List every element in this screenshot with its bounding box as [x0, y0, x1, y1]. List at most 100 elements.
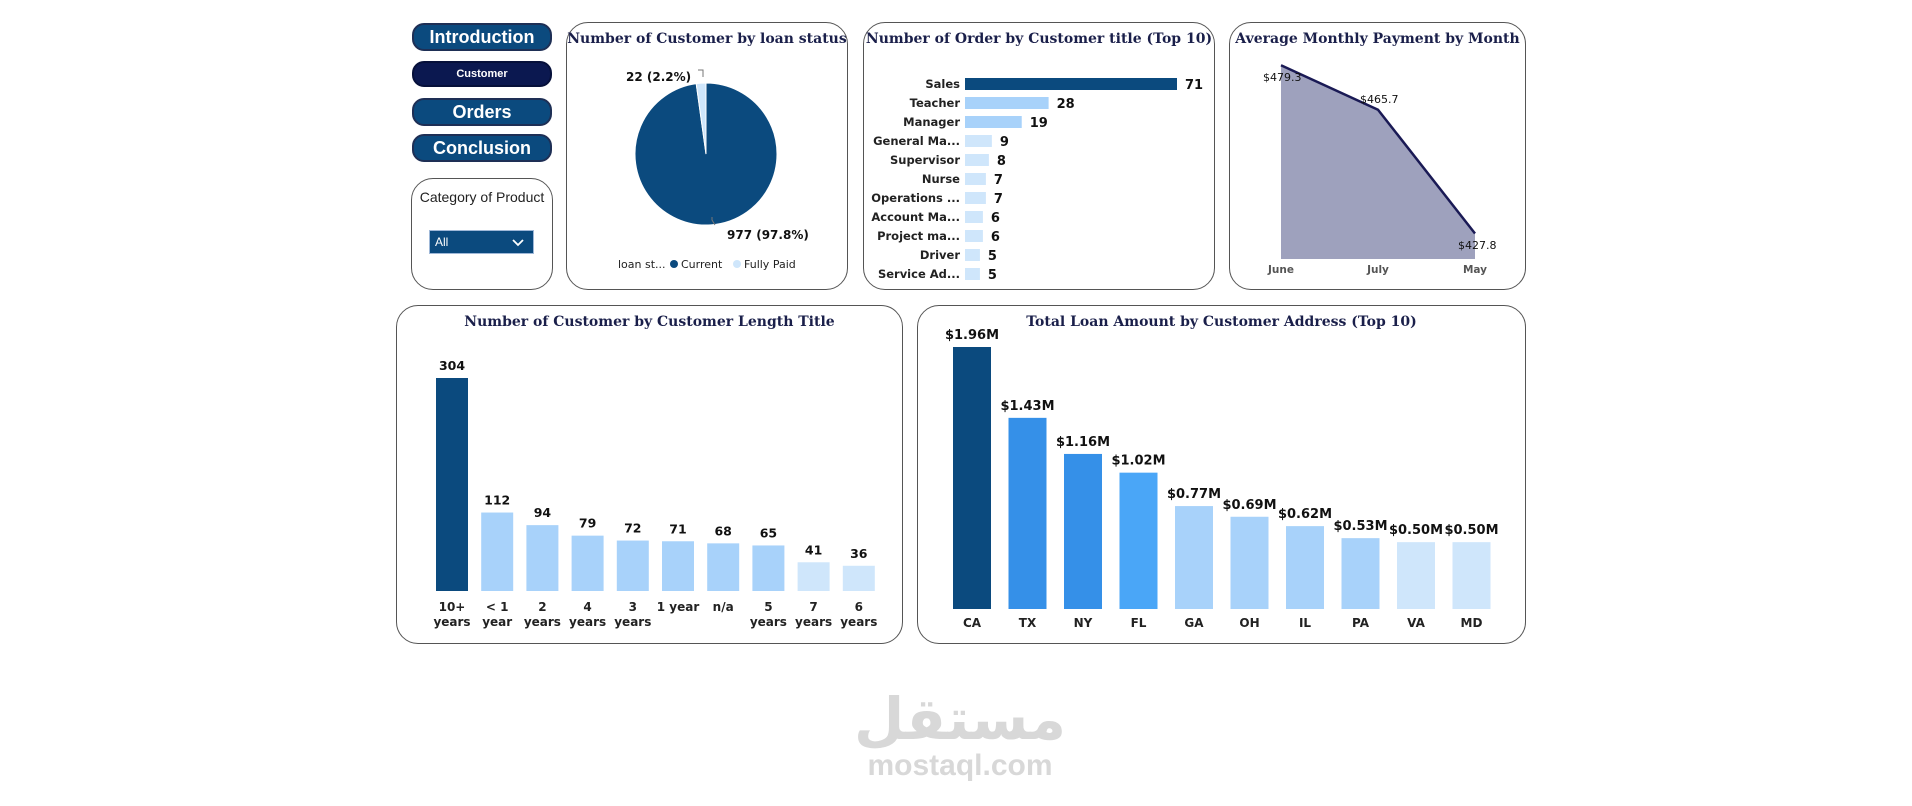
- customer-button[interactable]: Customer: [412, 61, 552, 87]
- length-x-tick-label: years: [795, 615, 832, 629]
- hbar-bar: [965, 116, 1022, 128]
- hbar-category-label: Project ma...: [877, 229, 960, 243]
- pie-legend-fully-paid: Fully Paid: [744, 258, 796, 271]
- length-bar: [526, 525, 559, 591]
- length-value-label: 68: [714, 523, 731, 538]
- hbar-bar: [965, 192, 986, 204]
- length-bar: [662, 541, 694, 591]
- loan-value-label: $1.96M: [945, 328, 999, 343]
- hbar-bar: [965, 154, 989, 166]
- hbar-value-label: 9: [1000, 135, 1009, 150]
- loan-x-tick-label: CA: [963, 616, 982, 630]
- area-value-label: $479.3: [1263, 71, 1302, 84]
- length-x-tick-label: < 1: [486, 600, 509, 614]
- loan-bar: [1175, 506, 1213, 609]
- area-value-label: $427.8: [1458, 239, 1497, 252]
- hbar-category-label: Nurse: [922, 172, 960, 186]
- length-x-tick-label: 6: [855, 600, 863, 614]
- length-bar: [842, 565, 875, 591]
- length-title-panel: Number of Customer by Customer Length Ti…: [396, 305, 903, 644]
- hbar-category-label: Sales: [925, 77, 960, 91]
- length-x-tick-label: 1 year: [657, 600, 700, 614]
- loan-bar: [1341, 538, 1380, 609]
- loan-value-label: $1.02M: [1111, 454, 1165, 469]
- legend-current-icon: [670, 260, 678, 268]
- length-bar: [481, 512, 514, 591]
- introduction-button[interactable]: Introduction: [412, 23, 552, 51]
- loan-amount-bar-chart: $1.96M CA $1.43M TX $1.16M NY $1.02M FL $0.77M GA…: [945, 328, 1499, 630]
- length-value-label: 36: [850, 546, 868, 561]
- customer-title-chart-title: Number of Order by Customer title (Top 1…: [865, 31, 1213, 47]
- length-x-tick-label: years: [524, 615, 561, 629]
- hbar-value-label: 6: [991, 211, 1000, 226]
- length-x-tick-label: years: [840, 615, 877, 629]
- loan-amount-title: Total Loan Amount by Customer Address (T…: [1026, 314, 1417, 330]
- pie-slice-fully-paid: [695, 82, 707, 155]
- category-selected-value: All: [435, 235, 449, 249]
- hbar-value-label: 19: [1030, 116, 1048, 131]
- chevron-down-icon: [512, 239, 524, 247]
- hbar-value-label: 6: [991, 230, 1000, 245]
- hbar-value-label: 7: [994, 192, 1003, 207]
- hbar-category-label: Driver: [920, 248, 960, 262]
- hbar-value-label: 71: [1185, 78, 1203, 93]
- watermark-logo: مستقل: [853, 687, 1067, 752]
- pie-label-fully-paid: 22 (2.2%): [626, 70, 691, 84]
- category-dropdown[interactable]: All: [429, 230, 534, 254]
- area-x-tick-label: May: [1463, 264, 1487, 276]
- loan-bar: [1064, 453, 1102, 609]
- customer-title-panel: Number of Order by Customer title (Top 1…: [863, 22, 1215, 290]
- hbar-bar: [965, 173, 986, 185]
- loan-status-panel: Number of Customer by loan status 977 (9…: [566, 22, 848, 290]
- pie-legend-title: loan st...: [618, 258, 666, 271]
- hbar-bar: [965, 249, 980, 261]
- loan-value-label: $0.69M: [1222, 498, 1276, 513]
- hbar-category-label: Service Ad...: [878, 267, 960, 281]
- conclusion-button[interactable]: Conclusion: [412, 134, 552, 162]
- area-value-label: $465.7: [1360, 93, 1399, 106]
- slicer-title: Category of Product: [419, 189, 545, 205]
- hbar-bar: [965, 211, 983, 223]
- loan-x-tick-label: PA: [1352, 616, 1370, 630]
- length-title-chart-title: Number of Customer by Customer Length Ti…: [464, 314, 835, 330]
- length-x-tick-label: 4: [583, 600, 591, 614]
- loan-x-tick-label: MD: [1461, 616, 1483, 630]
- hbar-bar: [965, 78, 1177, 90]
- hbar-category-label: General Ma...: [873, 134, 960, 148]
- loan-x-tick-label: OH: [1239, 616, 1259, 630]
- length-bar: [797, 562, 830, 591]
- loan-value-label: $1.16M: [1056, 435, 1110, 450]
- length-x-tick-label: 10+: [439, 600, 466, 614]
- pie-leader-fully-paid: [698, 69, 704, 77]
- hbar-bar: [965, 230, 983, 242]
- length-value-label: 112: [484, 493, 510, 508]
- hbar-category-label: Teacher: [910, 96, 961, 110]
- loan-bar: [1452, 542, 1491, 609]
- length-value-label: 72: [624, 521, 641, 536]
- orders-button[interactable]: Orders: [412, 98, 552, 126]
- monthly-payment-panel: Average Monthly Payment by Month $479.3 $…: [1229, 22, 1526, 290]
- loan-bar: [1008, 417, 1047, 609]
- monthly-payment-area-chart: $479.3 $465.7 $427.8 June July May: [1263, 64, 1497, 276]
- hbar-value-label: 28: [1057, 97, 1075, 112]
- loan-x-tick-label: TX: [1019, 616, 1037, 630]
- customer-title-bar-chart: Sales 71 Teacher 28 Manager 19 General Ma... 9 S…: [871, 77, 1203, 283]
- length-bar: [436, 378, 468, 591]
- area-x-tick-label: July: [1366, 264, 1389, 276]
- length-bar: [707, 543, 740, 591]
- legend-fully-paid-icon: [733, 260, 741, 268]
- area-fill: [1281, 65, 1475, 259]
- pie-legend-current: Current: [681, 258, 723, 271]
- loan-bar: [1230, 516, 1269, 609]
- hbar-category-label: Account Ma...: [871, 210, 960, 224]
- length-x-tick-label: year: [482, 615, 512, 629]
- loan-amount-panel: Total Loan Amount by Customer Address (T…: [917, 305, 1526, 644]
- hbar-bar: [965, 97, 1049, 109]
- area-line: [1280, 64, 1476, 235]
- loan-bar: [1286, 526, 1324, 609]
- length-x-tick-label: years: [569, 615, 606, 629]
- area-x-tick-label: June: [1267, 264, 1294, 276]
- loan-value-label: $0.50M: [1389, 523, 1443, 538]
- length-value-label: 79: [579, 516, 596, 531]
